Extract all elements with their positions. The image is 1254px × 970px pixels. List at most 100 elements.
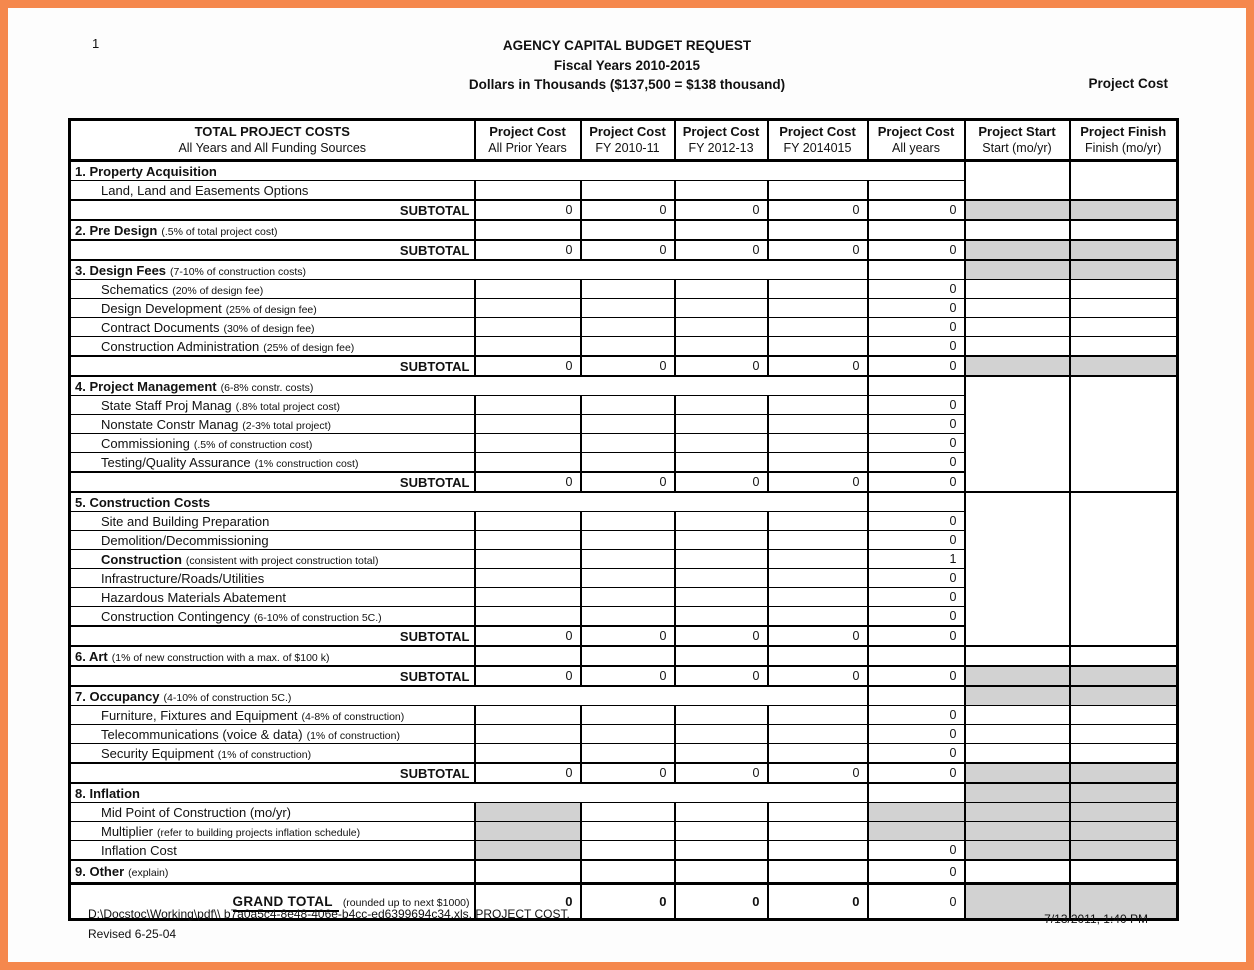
construction-costs-finish-cell: [1068, 491, 1179, 647]
furniture-fixtures-equipment-prior-years-cell: [473, 705, 582, 725]
demolition-decommissioning-label: Demolition/Decommissioning: [68, 530, 476, 550]
testing-quality-assurance-fy-2012-13-cell: [673, 452, 769, 473]
subtotal-7-fy-2014-15: 0: [766, 762, 869, 784]
contract-documents-fy-2014-15-cell: [766, 317, 869, 337]
contract-documents-fy-2012-13-cell: [673, 317, 769, 337]
security-equipment-start-cell: [963, 743, 1071, 764]
site-building-preparation-label: Site and Building Preparation: [68, 511, 476, 531]
construction-costs-label: 5. Construction Costs: [68, 491, 869, 512]
footer-revised-date: Revised 6-25-04: [88, 927, 177, 941]
row-property-acquisition: 1. Property Acquisition: [68, 159, 1179, 201]
art-finish-cell: [1068, 645, 1179, 667]
multiplier-fy-2010-11-cell: [579, 821, 676, 841]
col-header-fy-2014-15: Project Cost FY 2014015: [766, 118, 869, 162]
testing-quality-assurance-all-years: 0: [866, 452, 966, 473]
row-nonstate-constr-manag: Nonstate Constr Manag (2-3% total project…: [68, 414, 1178, 434]
row-infrastructure-roads-utilities: Infrastructure/Roads/Utilities 0: [68, 568, 1178, 588]
subtotal-6-fy-2012-13: 0: [673, 665, 769, 687]
pre-design-fy-2010-11-cell: [579, 219, 676, 241]
schematics-prior-years-cell: [473, 279, 582, 299]
row-subtotal-7: SUBTOTAL 0 0 0 0 0: [68, 762, 1179, 784]
subtotal-3-start-cell: [963, 355, 1071, 377]
subtotal-2-start-cell: [963, 239, 1071, 261]
mid-point-construction-finish-cell: [1068, 802, 1179, 822]
other-fy-2014-15-cell: [766, 859, 869, 884]
inflation-cost-finish-cell: [1068, 840, 1179, 861]
subtotal-7-prior-years: 0: [473, 762, 582, 784]
demolition-decommissioning-fy-2010-11-cell: [579, 530, 676, 550]
construction-administration-fy-2012-13-cell: [673, 336, 769, 357]
art-fy-2014-15-cell: [766, 645, 869, 667]
mid-point-construction-fy-2012-13-cell: [673, 802, 769, 822]
construction-contingency-fy-2014-15-cell: [766, 606, 869, 627]
subtotal-1-prior-years: 0: [473, 199, 582, 221]
nonstate-constr-manag-fy-2010-11-cell: [579, 414, 676, 434]
subtotal-4-all-years: 0: [866, 471, 966, 493]
property-acquisition-label: 1. Property Acquisition: [68, 159, 966, 181]
construction-fy-2014-15-cell: [766, 549, 869, 569]
infrastructure-roads-utilities-fy-2014-15-cell: [766, 568, 869, 588]
security-equipment-fy-2014-15-cell: [766, 743, 869, 764]
hazardous-materials-abatement-label: Hazardous Materials Abatement: [68, 587, 476, 607]
grand-total-start-cell: [963, 882, 1071, 920]
occupancy-label: 7. Occupancy (4-10% of construction 5C.): [68, 685, 869, 706]
multiplier-label: Multiplier (refer to building projects in…: [68, 821, 476, 841]
construction-administration-fy-2014-15-cell: [766, 336, 869, 357]
title-line-3: Dollars in Thousands ($137,500 = $138 th…: [468, 77, 786, 92]
art-label: 6. Art (1% of new construction with a max…: [68, 645, 476, 667]
security-equipment-all-years: 0: [866, 743, 966, 764]
nonstate-constr-manag-all-years: 0: [866, 414, 966, 434]
site-building-preparation-prior-years-cell: [473, 511, 582, 531]
mid-point-construction-fy-2010-11-cell: [579, 802, 676, 822]
security-equipment-fy-2012-13-cell: [673, 743, 769, 764]
grand-total-prior-years: 0: [473, 882, 582, 920]
row-telecommunications: Telecommunications (voice & data) (1% of …: [68, 724, 1179, 744]
land-easements-fy-2014-15-cell: [766, 180, 869, 201]
inflation-start-cell: [963, 782, 1071, 803]
furniture-fixtures-equipment-start-cell: [963, 705, 1071, 725]
subtotal-7-fy-2010-11: 0: [579, 762, 676, 784]
row-subtotal-4: SUBTOTAL 0 0 0 0 0: [68, 471, 1178, 493]
row-grand-total: GRAND TOTAL (rounded up to next $1000) 0 0 0…: [68, 882, 1179, 920]
construction-label: Construction (consistent with project con…: [68, 549, 476, 569]
subtotal-6-label: SUBTOTAL: [68, 665, 476, 687]
schematics-fy-2010-11-cell: [579, 279, 676, 299]
design-development-fy-2010-11-cell: [579, 298, 676, 318]
nonstate-constr-manag-prior-years-cell: [473, 414, 582, 434]
subtotal-4-fy-2014-15: 0: [766, 471, 869, 493]
construction-administration-fy-2010-11-cell: [579, 336, 676, 357]
grand-total-fy-2014-15: 0: [766, 882, 869, 920]
telecommunications-fy-2010-11-cell: [579, 724, 676, 744]
pre-design-start-cell: [963, 219, 1071, 241]
site-building-preparation-fy-2010-11-cell: [579, 511, 676, 531]
contract-documents-label: Contract Documents (30% of design fee): [68, 317, 476, 337]
hazardous-materials-abatement-fy-2014-15-cell: [766, 587, 869, 607]
security-equipment-prior-years-cell: [473, 743, 582, 764]
row-project-management: 4. Project Management (6-8% constr. costs…: [68, 375, 1179, 493]
row-land-easements: Land, Land and Easements Options: [68, 180, 1178, 201]
subtotal-6-prior-years: 0: [473, 665, 582, 687]
col-header-all-prior-years: Project Cost All Prior Years: [473, 118, 582, 162]
design-development-start-cell: [963, 298, 1071, 318]
row-testing-quality-assurance: Testing/Quality Assurance (1% constructio…: [68, 452, 1178, 473]
footer-print-timestamp: 7/13/2011, 1:40 PM: [1044, 912, 1148, 926]
construction-fy-2012-13-cell: [673, 549, 769, 569]
subtotal-2-all-years: 0: [866, 239, 966, 261]
multiplier-prior-years-cell: [473, 821, 582, 841]
telecommunications-start-cell: [963, 724, 1071, 744]
telecommunications-prior-years-cell: [473, 724, 582, 744]
row-inflation-cost: Inflation Cost 0: [68, 840, 1179, 861]
site-building-preparation-fy-2012-13-cell: [673, 511, 769, 531]
mid-point-construction-prior-years-cell: [473, 802, 582, 822]
furniture-fixtures-equipment-fy-2014-15-cell: [766, 705, 869, 725]
title-line-1: AGENCY CAPITAL BUDGET REQUEST: [502, 38, 752, 53]
schematics-label: Schematics (20% of design fee): [68, 279, 476, 299]
table-header-row: TOTAL PROJECT COSTS All Years and All Fu…: [68, 118, 1179, 162]
document-title: AGENCY CAPITAL BUDGET REQUEST Fiscal Yea…: [8, 36, 1246, 95]
subtotal-3-finish-cell: [1068, 355, 1179, 377]
testing-quality-assurance-prior-years-cell: [473, 452, 582, 473]
construction-administration-prior-years-cell: [473, 336, 582, 357]
other-start-cell: [963, 859, 1071, 884]
infrastructure-roads-utilities-prior-years-cell: [473, 568, 582, 588]
nonstate-constr-manag-fy-2014-15-cell: [766, 414, 869, 434]
